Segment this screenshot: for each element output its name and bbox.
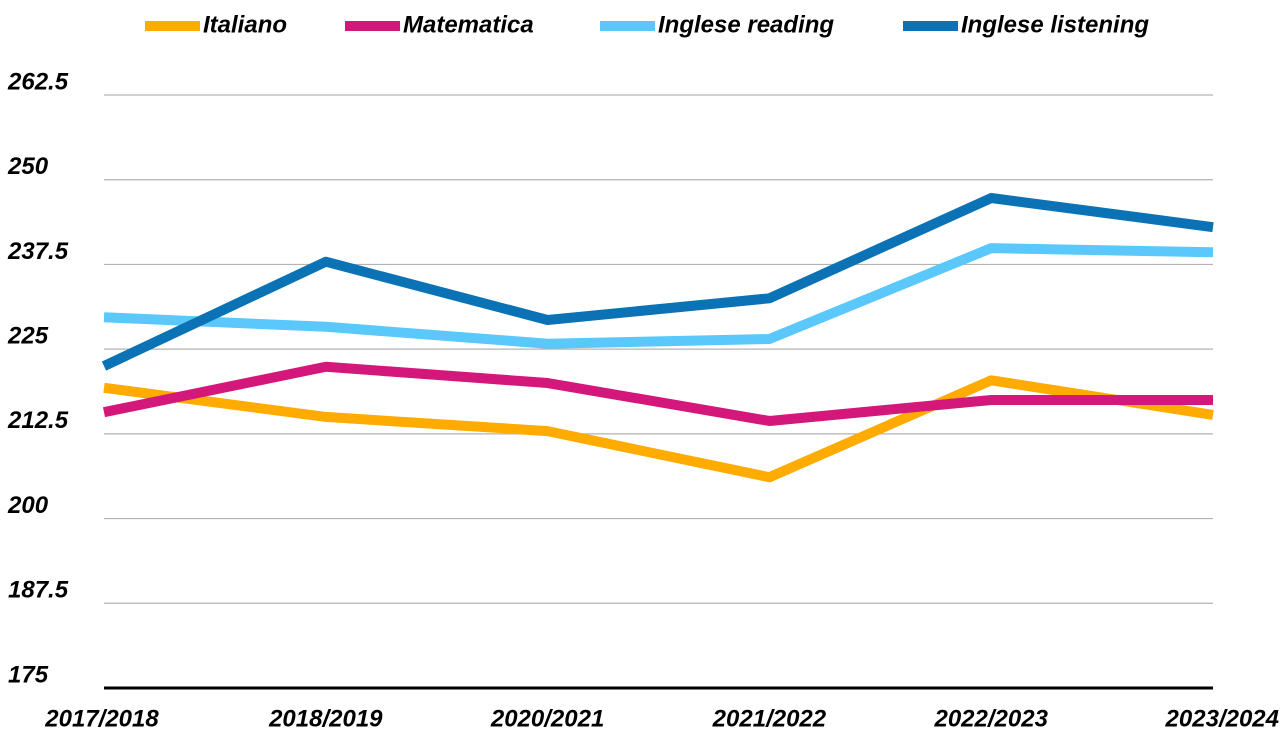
- line-series: [103, 375, 1214, 483]
- y-tick-label: 200: [7, 492, 49, 519]
- legend-swatch: [903, 21, 958, 31]
- y-tick-label: 225: [7, 322, 49, 349]
- x-tick-label: 2020/2021: [490, 705, 604, 732]
- legend-swatch: [600, 21, 655, 31]
- legend-label: Inglese listening: [961, 11, 1149, 38]
- y-tick-label: 250: [7, 153, 49, 180]
- y-tick-label: 262.5: [7, 68, 69, 95]
- x-tick-label: 2018/2019: [268, 705, 383, 732]
- line-series: [102, 361, 1213, 426]
- x-tick-label: 2021/2022: [712, 705, 827, 732]
- line-series: [101, 193, 1214, 371]
- legend-label: Italiano: [203, 11, 287, 38]
- x-tick-label: 2017/2018: [44, 705, 159, 732]
- legend-label: Matematica: [403, 11, 534, 38]
- legend-swatch: [345, 21, 400, 31]
- y-tick-label: 212.5: [7, 407, 69, 434]
- legend-label: Inglese reading: [658, 11, 834, 38]
- x-tick-label: 2023/2024: [1165, 705, 1279, 732]
- y-tick-label: 187.5: [8, 577, 69, 604]
- y-tick-label: 237.5: [7, 238, 69, 265]
- x-tick-label: 2022/2023: [933, 705, 1048, 732]
- line-series: [103, 243, 1214, 349]
- legend-swatch: [145, 21, 200, 31]
- y-tick-label: 175: [8, 661, 49, 688]
